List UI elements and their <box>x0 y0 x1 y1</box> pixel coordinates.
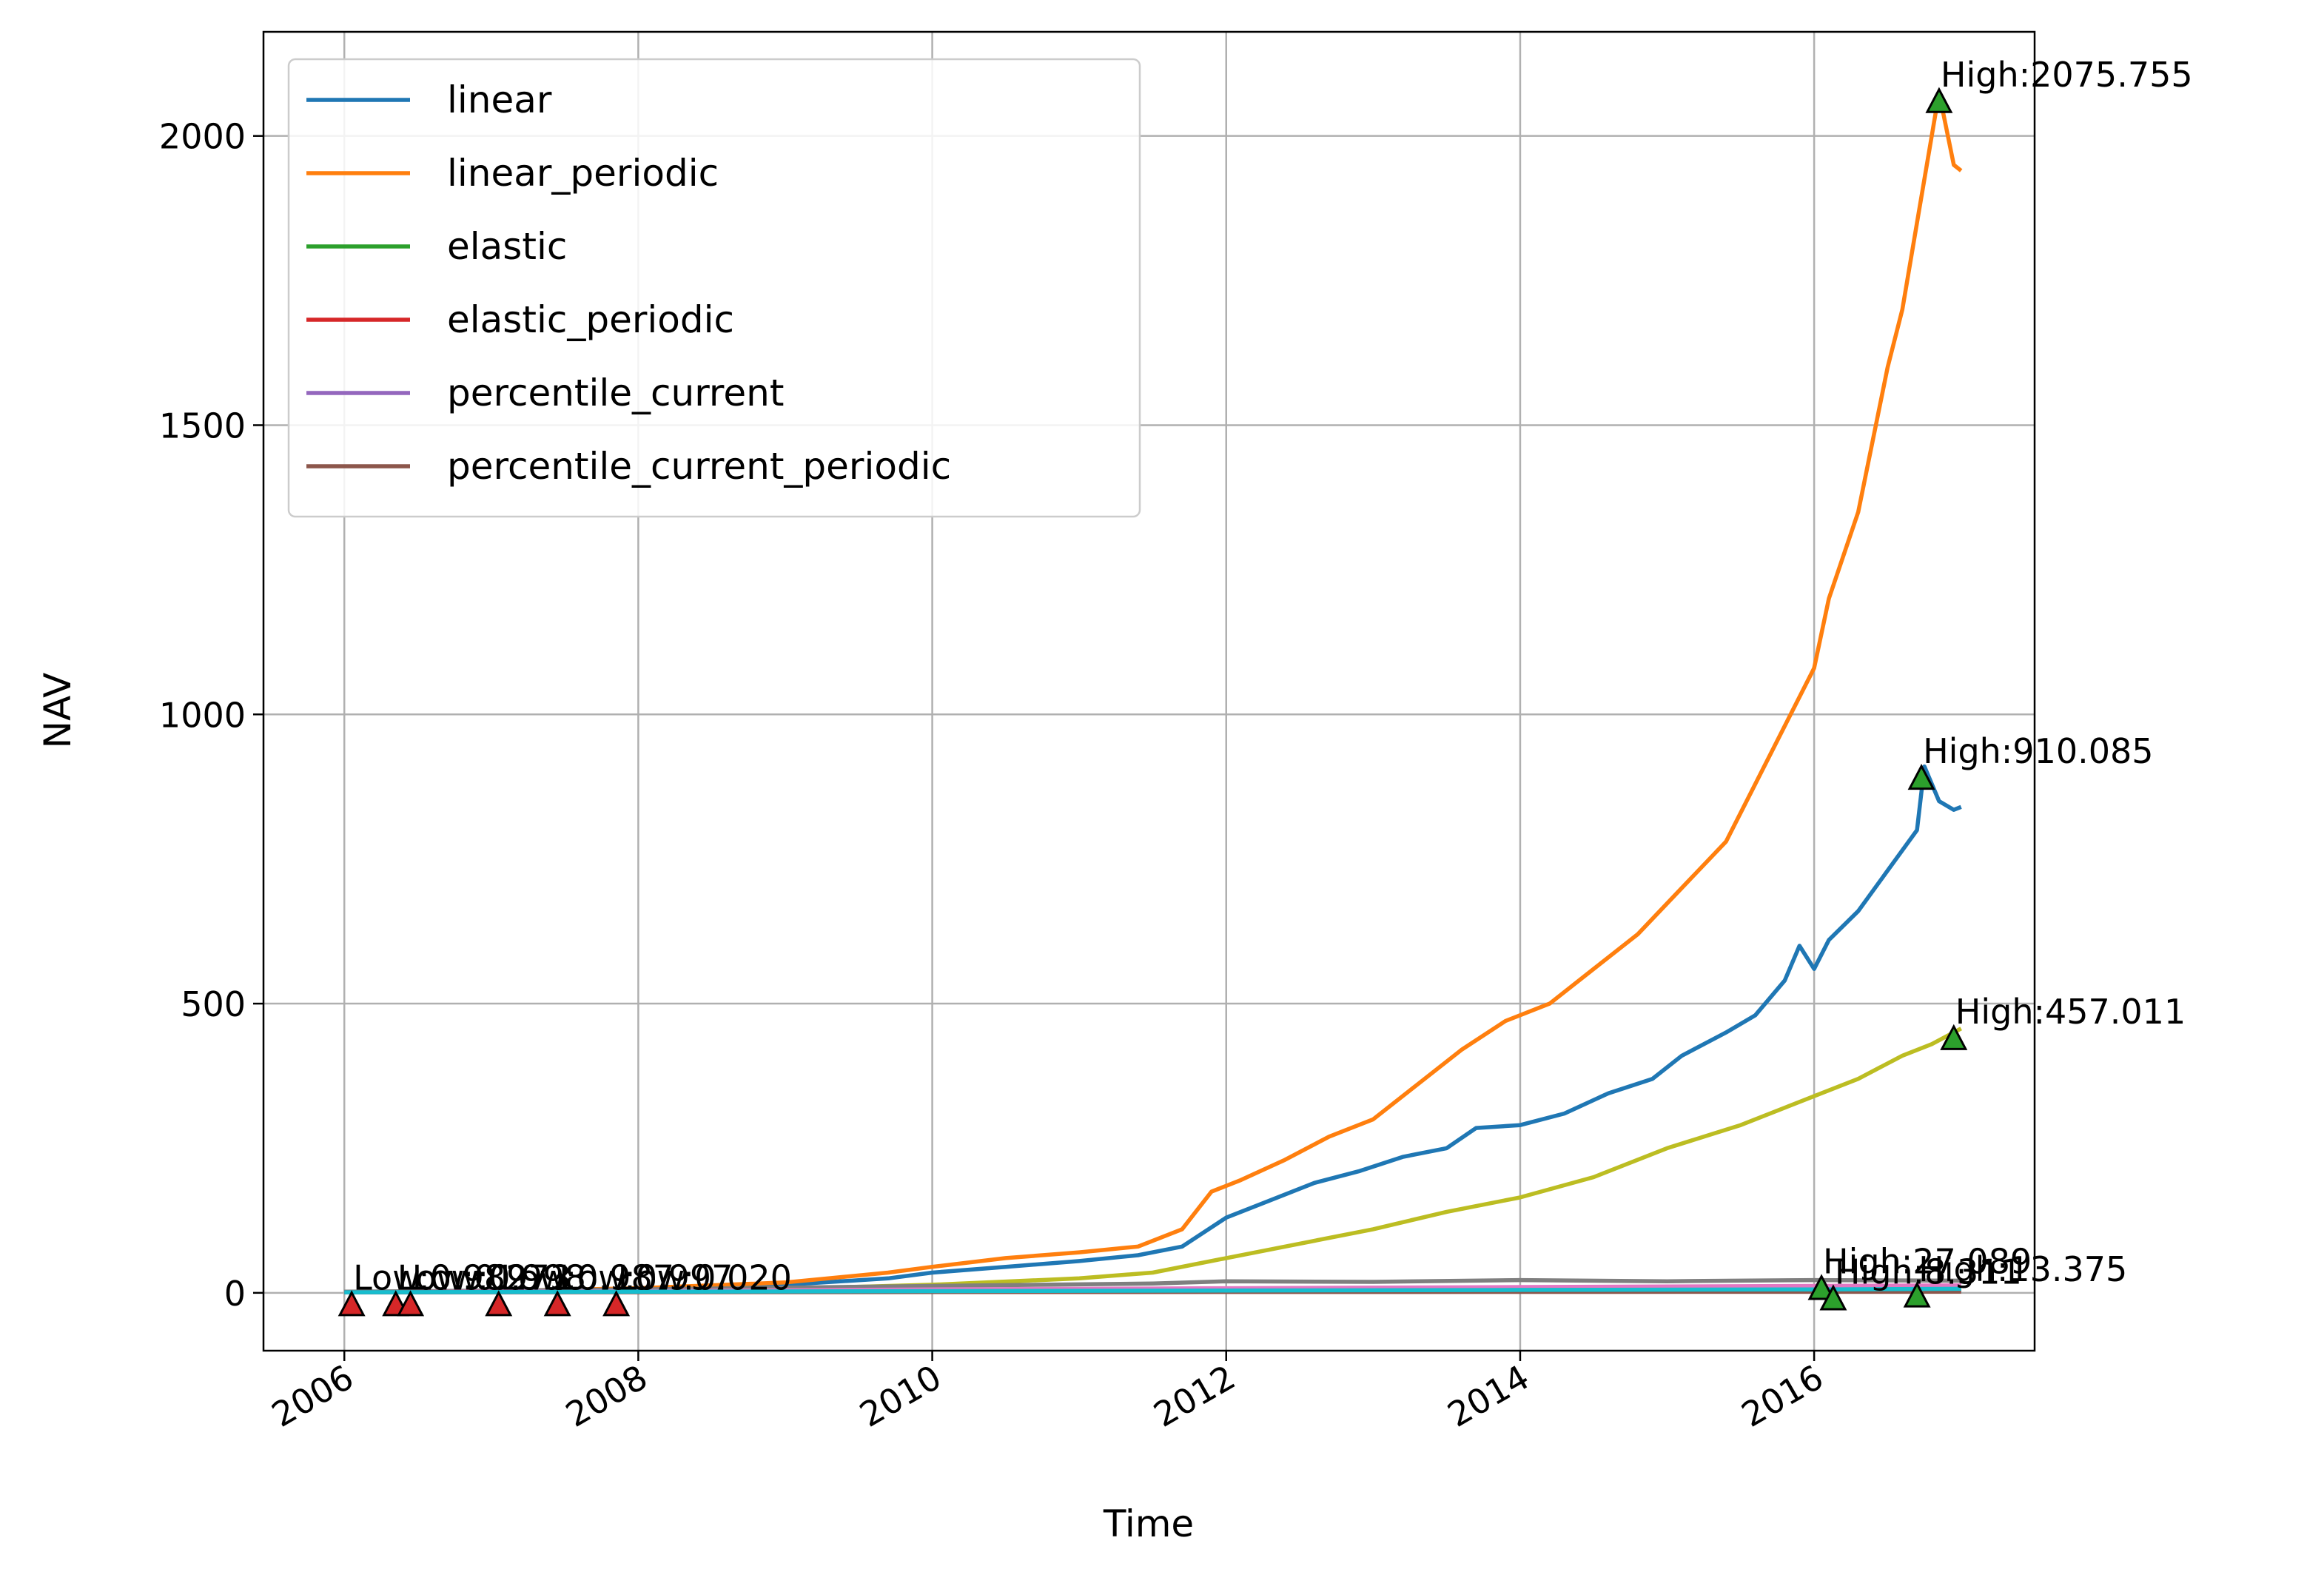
plot-frame <box>262 30 2036 1352</box>
y-tick-label: 0 <box>224 1274 246 1314</box>
extreme-markers: High:2075.755 High:910.085 High:457.011 Hig… <box>337 55 2193 1317</box>
low-marker-label: Low:0.020 <box>618 1257 792 1297</box>
high-marker <box>1907 764 1935 790</box>
low-marker <box>485 1290 513 1317</box>
low-marker <box>602 1290 631 1317</box>
series-line-unlabeled <box>344 1277 1961 1294</box>
y-tick-label: 2000 <box>159 117 246 157</box>
legend-label: elastic_periodic <box>447 298 734 341</box>
legend-label: linear <box>447 78 552 121</box>
y-axis-ticks: 0 500 1000 1500 2000 <box>159 117 263 1314</box>
series-line-linear-periodic <box>344 90 1963 1294</box>
high-marker-label: High:8.311 <box>1835 1252 2022 1292</box>
legend-label: percentile_current <box>447 372 784 414</box>
high-marker-label: High:457.011 <box>1955 992 2186 1032</box>
legend-label: linear_periodic <box>447 152 719 195</box>
low-marker <box>543 1290 571 1317</box>
low-marker <box>337 1290 366 1317</box>
series-lines <box>344 90 1963 1294</box>
series-line-linear <box>344 764 1962 1294</box>
high-marker <box>1925 87 1953 113</box>
low-marker-label: Low:0.973 <box>397 1257 571 1297</box>
high-marker-label: High:27.089 <box>1823 1242 2032 1282</box>
x-axis-label: Time <box>1103 1502 1194 1545</box>
high-marker-label: High:910.085 <box>1923 731 2153 771</box>
legend-label: elastic <box>447 225 567 268</box>
low-marker-label: Low:0.987 <box>500 1257 674 1297</box>
low-marker-label: Low:0.997 <box>559 1257 733 1297</box>
high-marker-label: High:13.375 <box>1918 1249 2127 1289</box>
y-tick-label: 1000 <box>159 695 246 735</box>
y-axis-label: NAV <box>36 673 79 749</box>
legend-label: percentile_current_periodic <box>447 445 951 488</box>
y-tick-label: 500 <box>181 984 246 1024</box>
high-marker <box>1807 1274 1836 1300</box>
low-marker <box>397 1290 425 1317</box>
y-tick-label: 1500 <box>159 406 246 446</box>
high-marker <box>1940 1024 1968 1050</box>
high-marker <box>1903 1281 1931 1308</box>
high-marker-label: High:2075.755 <box>1941 55 2193 95</box>
high-marker <box>1819 1284 1847 1311</box>
legend-box <box>287 58 1141 518</box>
